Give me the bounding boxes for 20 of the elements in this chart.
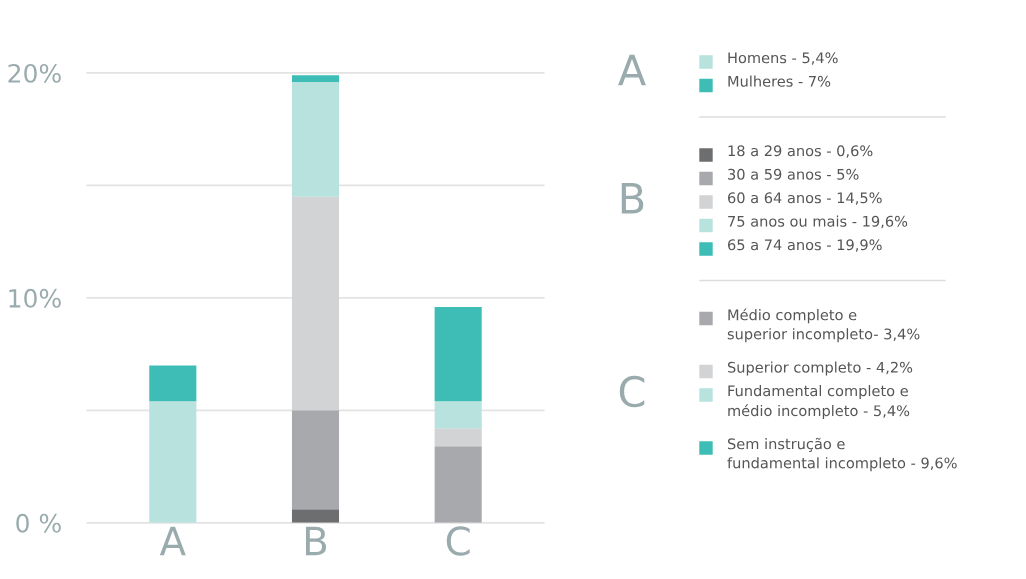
legend-label: 18 a 29 anos - 0,6%	[728, 145, 873, 158]
y-tick-label: 10%	[9, 288, 61, 308]
legend-label: Mulheres - 7%	[728, 75, 831, 87]
legend-label: 65 a 74 anos - 19,9%	[728, 239, 882, 252]
legend-label: Homens - 5,4%	[728, 52, 838, 65]
legend-label: Sem instrução e fundamental incompleto - 9,6%	[727, 437, 957, 472]
category-label: C	[619, 375, 645, 408]
category-label: A	[618, 54, 646, 86]
y-tick-label: 0 %	[16, 513, 61, 533]
y-tick-label: 20%	[8, 63, 61, 83]
x-tick-label: A	[159, 526, 186, 556]
legend-label: 60 a 64 anos - 14,5%	[728, 192, 882, 205]
legend-label: Fundamental completo e médio incompleto - 5,4%	[728, 385, 910, 420]
legend-label: 30 a 59 anos - 5%	[728, 168, 859, 180]
legend-label: 75 anos ou mais - 19,6%	[728, 215, 908, 229]
x-tick-label: B	[305, 526, 327, 556]
category-label: B	[621, 183, 644, 214]
legend-label: Superior completo - 4,2%	[727, 361, 913, 376]
legend-label: Médio completo e superior incompleto- 3,4%	[727, 308, 920, 343]
x-tick-label: C	[446, 526, 470, 556]
